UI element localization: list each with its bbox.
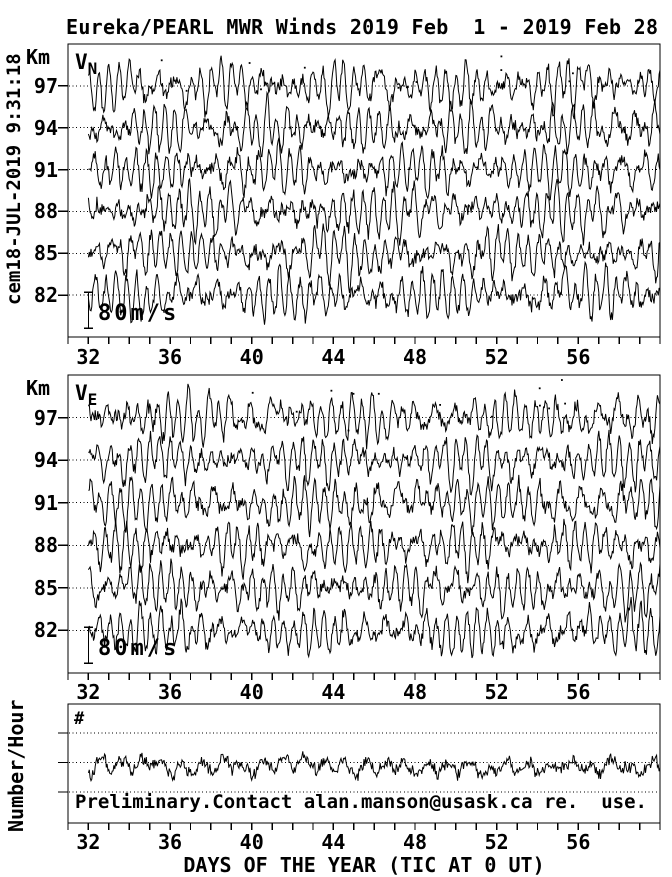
plot-title: Eureka/PEARL MWR Winds 2019 Feb 1 - 2019… (66, 15, 659, 39)
altitude-label: 94 (33, 115, 58, 140)
x-tick-label: 40 (239, 680, 264, 704)
ve-panel-label-main: V (75, 381, 88, 405)
x-tick-label: 44 (321, 345, 346, 369)
altitude-label: 97 (33, 73, 58, 98)
altitude-label: 91 (33, 157, 58, 182)
x-tick-label: 36 (158, 680, 183, 704)
x-tick-label: 44 (321, 680, 346, 704)
echo-speckle (500, 69, 503, 71)
echo-speckle (377, 392, 380, 395)
x-tick-label: 48 (402, 680, 428, 704)
counts-panel-label: # (74, 709, 85, 729)
echo-speckle (564, 402, 566, 405)
wind-trace-85km (87, 558, 661, 623)
echo-speckle (295, 410, 298, 413)
altitude-label: 85 (33, 575, 58, 600)
ve-panel-label: VE (75, 383, 97, 410)
wind-trace-85km (87, 223, 661, 294)
echo-speckle (260, 88, 262, 91)
altitude-label: 88 (33, 533, 58, 558)
echo-speckle (248, 62, 251, 64)
x-tick-label: 56 (566, 345, 591, 369)
echo-speckle (502, 85, 505, 88)
altitude-label: 82 (33, 283, 58, 308)
wind-trace-82km (87, 597, 661, 659)
panel-border (67, 43, 661, 338)
x-tick-label: 52 (484, 830, 509, 854)
altitude-label: 91 (33, 490, 58, 515)
echo-speckle (160, 59, 163, 62)
echo-speckle (397, 86, 400, 89)
x-tick-label: 56 (566, 680, 591, 704)
wind-trace-97km (87, 55, 661, 120)
x-tick-label: 32 (76, 830, 101, 854)
echo-speckle (568, 80, 571, 83)
panel-border (67, 374, 661, 674)
vn-altitude-unit-label: Km (26, 45, 51, 69)
x-tick-label: 52 (484, 345, 509, 369)
altitude-label: 88 (33, 199, 58, 224)
x-tick-label: 56 (566, 830, 591, 854)
panel-border (67, 703, 661, 824)
x-tick-label: 52 (484, 680, 509, 704)
wind-trace-94km (88, 429, 661, 496)
wind-trace-91km (88, 137, 661, 201)
ve-scale-bar-label: 80m/s (98, 636, 180, 661)
echo-speckle (185, 89, 188, 92)
echo-speckle (347, 429, 350, 432)
echo-speckle (490, 415, 493, 418)
echo-speckle (330, 389, 333, 392)
x-tick-label: 40 (239, 345, 264, 369)
altitude-label: 94 (33, 448, 58, 473)
echo-speckle (439, 404, 441, 406)
echo-speckle (561, 379, 563, 381)
x-tick-label: 36 (158, 830, 183, 854)
x-tick-label: 40 (239, 830, 264, 854)
vn-panel-label: VN (75, 52, 97, 79)
echo-speckle (572, 72, 574, 75)
echo-speckle (415, 81, 418, 83)
vn-scale-bar-label: 80m/s (98, 301, 180, 326)
x-tick-label: 48 (402, 345, 428, 369)
ve-panel-label-sub: E (87, 390, 98, 410)
meteor-count-trace (87, 751, 661, 782)
x-tick-label: 32 (76, 680, 101, 704)
echo-speckle (548, 407, 550, 410)
echo-speckle (303, 66, 306, 69)
x-tick-label: 48 (402, 830, 428, 854)
wind-trace-94km (87, 90, 661, 158)
vn-panel-label-sub: N (87, 59, 98, 79)
wind-trace-88km (87, 177, 661, 246)
x-tick-label: 44 (321, 830, 346, 854)
x-tick-label: 36 (158, 345, 183, 369)
wind-trace-82km (87, 260, 661, 325)
x-axis-title: DAYS OF THE YEAR (TIC AT 0 UT) (183, 853, 545, 877)
echo-speckle (501, 84, 503, 87)
vn-panel-label-main: V (75, 50, 88, 74)
echo-speckle (251, 391, 254, 394)
wind-trace-97km (87, 383, 661, 450)
echo-speckle (539, 404, 541, 407)
echo-speckle (500, 55, 503, 58)
echo-speckle (196, 415, 198, 417)
altitude-label: 82 (33, 618, 58, 643)
preliminary-note: Preliminary.Contact alan.manson@usask.ca… (75, 791, 647, 813)
wind-trace-88km (87, 518, 661, 584)
x-tick-label: 32 (76, 345, 101, 369)
counts-y-axis-label: Number/Hour (4, 699, 28, 832)
ve-altitude-unit-label: Km (26, 376, 51, 400)
altitude-label: 97 (33, 405, 58, 430)
echo-speckle (407, 86, 409, 88)
echo-speckle (352, 392, 355, 395)
echo-speckle (538, 387, 541, 390)
altitude-label: 85 (33, 241, 58, 266)
wind-trace-91km (88, 474, 661, 538)
